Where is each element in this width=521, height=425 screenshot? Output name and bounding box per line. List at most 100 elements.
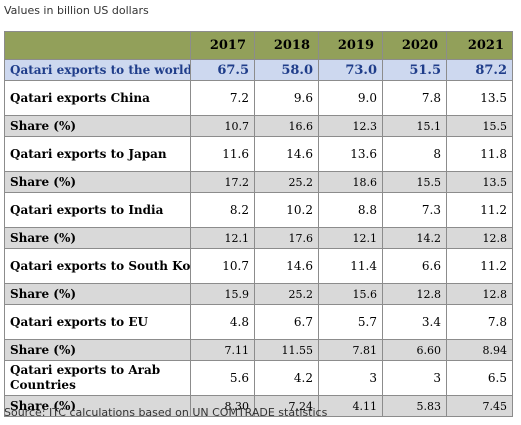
share-cell: 12.8: [446, 227, 513, 249]
source-note: Source: ITC calculations based on UN COM…: [4, 406, 328, 419]
share-row: Share (%) 15.9 25.2 15.6 12.8 12.8: [4, 283, 513, 305]
value-cell: 58.0: [254, 59, 319, 81]
share-cell: 17.2: [190, 171, 255, 193]
share-label: Share (%): [4, 395, 191, 417]
share-cell: 8.30: [190, 395, 255, 417]
value-cell: 11.2: [446, 192, 513, 228]
row-label: Qatari exports to South Korea: [4, 248, 191, 284]
destination-row: Qatari exports to South Korea10.714.611.…: [4, 248, 513, 284]
row-label: Qatari exports to EU: [4, 304, 191, 340]
value-cell: 7.2: [190, 80, 255, 116]
share-cell: 5.83: [382, 395, 447, 417]
row-label: Qatari exports to the world: [4, 59, 191, 81]
share-cell: 15.5: [382, 171, 447, 193]
value-cell: 7.3: [382, 192, 447, 228]
share-cell: 12.3: [318, 115, 383, 137]
share-cell: 12.8: [446, 283, 513, 305]
value-cell: 51.5: [382, 59, 447, 81]
share-cell: 25.2: [254, 171, 319, 193]
share-cell: 15.1: [382, 115, 447, 137]
share-cell: 14.2: [382, 227, 447, 249]
share-cell: 18.6: [318, 171, 383, 193]
value-cell: 9.0: [318, 80, 383, 116]
year-header: 2018: [254, 31, 319, 60]
share-cell: 12.1: [318, 227, 383, 249]
row-label: Qatari exports to India: [4, 192, 191, 228]
share-cell: 12.8: [382, 283, 447, 305]
value-cell: 73.0: [318, 59, 383, 81]
value-cell: 8.2: [190, 192, 255, 228]
value-cell: 11.4: [318, 248, 383, 284]
value-cell: 13.6: [318, 136, 383, 172]
share-row: Share (%) 17.2 25.2 18.6 15.5 13.5: [4, 171, 513, 193]
share-cell: 7.81: [318, 339, 383, 361]
share-cell: 15.6: [318, 283, 383, 305]
share-cell: 7.24: [254, 395, 319, 417]
share-label: Share (%): [4, 283, 191, 305]
value-cell: 9.6: [254, 80, 319, 116]
value-cell: 5.6: [190, 360, 255, 396]
share-cell: 25.2: [254, 283, 319, 305]
year-header: 2017: [190, 31, 255, 60]
share-label: Share (%): [4, 227, 191, 249]
value-cell: 10.2: [254, 192, 319, 228]
share-cell: 16.6: [254, 115, 319, 137]
value-cell: 14.6: [254, 248, 319, 284]
value-cell: 3: [318, 360, 383, 396]
year-header: 2019: [318, 31, 383, 60]
value-cell: 11.6: [190, 136, 255, 172]
share-cell: 15.5: [446, 115, 513, 137]
destination-row: Qatari exports to Arab Countries 5.6 4.2 3 3…: [4, 360, 513, 396]
value-cell: 8.8: [318, 192, 383, 228]
share-cell: 7.45: [446, 395, 513, 417]
share-cell: 15.9: [190, 283, 255, 305]
value-cell: 6.6: [382, 248, 447, 284]
share-cell: 10.7: [190, 115, 255, 137]
world-exports-row: Qatari exports to the world 67.5 58.0 73…: [4, 59, 513, 81]
header-corner-cell: [4, 31, 191, 60]
share-cell: 6.60: [382, 339, 447, 361]
year-header: 2021: [446, 31, 513, 60]
value-cell: 4.8: [190, 304, 255, 340]
value-cell: 6.5: [446, 360, 513, 396]
destination-row: Qatari exports to EU 4.8 6.7 5.7 3.4 7.8: [4, 304, 513, 340]
destination-row: Qatari exports to Japan 11.6 14.6 13.6 8 11.8: [4, 136, 513, 172]
share-cell: 8.94: [446, 339, 513, 361]
share-row: Share (%) 10.7 16.6 12.3 15.1 15.5: [4, 115, 513, 137]
value-cell: 7.8: [382, 80, 447, 116]
value-cell: 87.2: [446, 59, 513, 81]
exports-table: 2017 2018 2019 2020 2021 Qatari exports …: [4, 31, 513, 417]
row-label: Qatari exports to Arab Countries: [4, 360, 191, 396]
value-cell: 13.5: [446, 80, 513, 116]
share-row: Share (%) 8.30 7.24 4.11 5.83 7.45: [4, 395, 513, 417]
value-cell: 5.7: [318, 304, 383, 340]
share-label: Share (%): [4, 171, 191, 193]
value-cell: 67.5: [190, 59, 255, 81]
share-cell: 7.11: [190, 339, 255, 361]
share-row: Share (%) 7.11 11.55 7.81 6.60 8.94: [4, 339, 513, 361]
value-cell: 11.2: [446, 248, 513, 284]
value-cell: 11.8: [446, 136, 513, 172]
value-cell: 10.7: [190, 248, 255, 284]
row-label: Qatari exports to Japan: [4, 136, 191, 172]
value-cell: 14.6: [254, 136, 319, 172]
value-cell: 8: [382, 136, 447, 172]
value-cell: 6.7: [254, 304, 319, 340]
value-cell: 3.4: [382, 304, 447, 340]
value-cell: 4.2: [254, 360, 319, 396]
header-row: 2017 2018 2019 2020 2021: [4, 31, 513, 60]
value-cell: 7.8: [446, 304, 513, 340]
value-cell: 3: [382, 360, 447, 396]
share-row: Share (%) 12.1 17.6 12.1 14.2 12.8: [4, 227, 513, 249]
share-cell: 4.11: [318, 395, 383, 417]
share-label: Share (%): [4, 115, 191, 137]
share-label: Share (%): [4, 339, 191, 361]
row-label: Qatari exports China: [4, 80, 191, 116]
units-note: Values in billion US dollars: [4, 4, 149, 17]
share-cell: 13.5: [446, 171, 513, 193]
share-cell: 17.6: [254, 227, 319, 249]
share-cell: 12.1: [190, 227, 255, 249]
share-cell: 11.55: [254, 339, 319, 361]
year-header: 2020: [382, 31, 447, 60]
destination-row: Qatari exports to India 8.2 10.2 8.8 7.3 11.2: [4, 192, 513, 228]
